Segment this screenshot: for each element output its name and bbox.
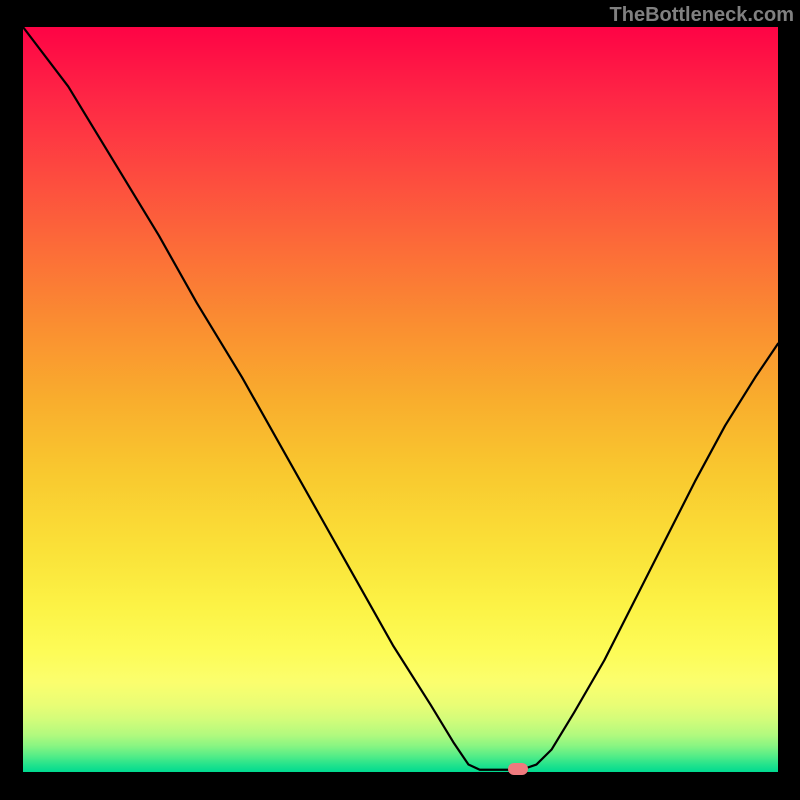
- curve-layer: [23, 27, 778, 772]
- watermark-label: TheBottleneck.com: [610, 4, 794, 27]
- optimum-marker: [508, 763, 528, 775]
- bottleneck-curve: [23, 27, 778, 770]
- plot-area: [23, 27, 778, 772]
- figure-root: TheBottleneck.com: [0, 0, 800, 800]
